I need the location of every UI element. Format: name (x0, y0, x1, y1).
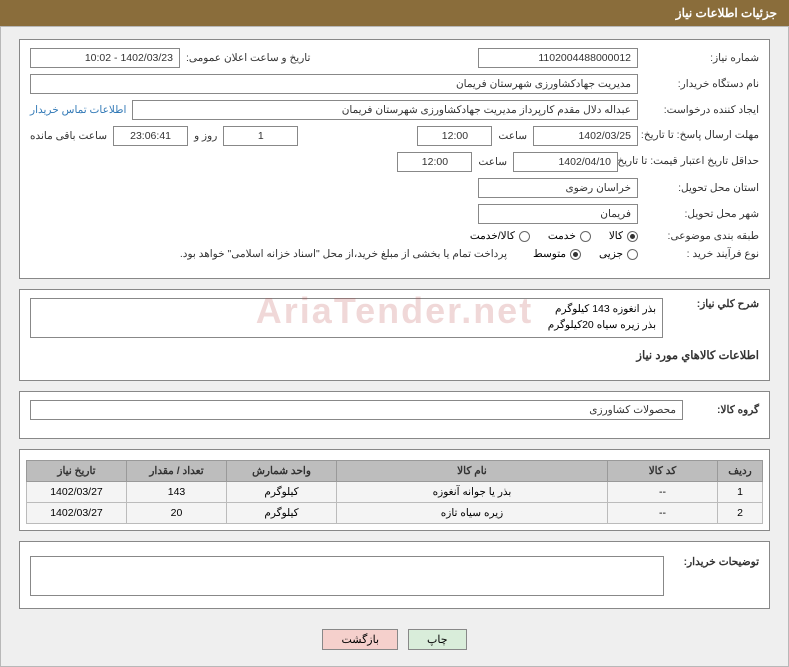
deadline-label: مهلت ارسال پاسخ: تا تاریخ: (644, 129, 759, 143)
main-form: شماره نیاز: 1102004488000012 تاریخ و ساع… (19, 39, 770, 279)
need-desc-line2: بذر زیره سیاه 20کیلوگرم (37, 318, 656, 334)
deadline-date: 1402/03/25 (533, 126, 638, 146)
th-qty: تعداد / مقدار (127, 460, 227, 481)
goods-group-section: گروه کالا: محصولات کشاورزی (19, 391, 770, 439)
print-button[interactable]: چاپ (408, 629, 467, 650)
category-option-1[interactable]: خدمت (548, 230, 591, 242)
city-label: شهر محل تحویل: (644, 208, 759, 220)
buyer-org-value: مدیریت جهادکشاورزی شهرستان فریمان (30, 74, 638, 94)
button-row: چاپ بازگشت (19, 619, 770, 654)
deadline-remaining-label: ساعت باقی مانده (30, 130, 107, 142)
need-desc-section: شرح کلي نیاز: بذر انغوزه 143 کیلوگرم بذر… (19, 289, 770, 381)
validity-date: 1402/04/10 (513, 152, 618, 172)
process-type-label: نوع فرآیند خرید : (644, 248, 759, 260)
cell: بذر یا جوانه آنغوزه (337, 481, 608, 502)
buyer-org-label: نام دستگاه خریدار: (644, 78, 759, 90)
deadline-time-label: ساعت (498, 130, 527, 142)
category-option-2-label: کالا/خدمت (470, 230, 515, 242)
goods-table-section: ردیف کد کالا نام کالا واحد شمارش تعداد /… (19, 449, 770, 531)
requester-label: ایجاد کننده درخواست: (644, 104, 759, 116)
table-header-row: ردیف کد کالا نام کالا واحد شمارش تعداد /… (27, 460, 763, 481)
deadline-days-label: روز و (194, 130, 217, 142)
province-label: استان محل تحویل: (644, 182, 759, 194)
cell: 20 (127, 502, 227, 523)
back-button[interactable]: بازگشت (322, 629, 398, 650)
th-name: نام کالا (337, 460, 608, 481)
goods-info-title: اطلاعات کالاهاي مورد نیاز (30, 348, 759, 362)
validity-label: حداقل تاریخ اعتبار قیمت: تا تاریخ: (624, 155, 759, 169)
th-code: کد کالا (608, 460, 718, 481)
buyer-notes-section: توضیحات خریدار: (19, 541, 770, 609)
cell: -- (608, 481, 718, 502)
category-label: طبقه بندی موضوعی: (644, 230, 759, 242)
validity-time: 12:00 (397, 152, 472, 172)
need-desc-value: بذر انغوزه 143 کیلوگرم بذر زیره سیاه 20ک… (30, 298, 663, 338)
category-option-1-label: خدمت (548, 230, 576, 242)
process-option-1-label: متوسط (533, 248, 566, 260)
radio-icon (519, 231, 530, 242)
category-option-0[interactable]: کالا (609, 230, 638, 242)
th-date: تاریخ نیاز (27, 460, 127, 481)
validity-time-label: ساعت (478, 156, 507, 168)
radio-icon (570, 249, 581, 260)
process-note: پرداخت تمام یا بخشی از مبلغ خرید،از محل … (180, 248, 507, 260)
radio-icon (580, 231, 591, 242)
cell: -- (608, 502, 718, 523)
need-number-label: شماره نیاز: (644, 52, 759, 64)
goods-group-label: گروه کالا: (689, 404, 759, 416)
need-desc-label: شرح کلي نیاز: (669, 298, 759, 310)
cell: 2 (718, 502, 763, 523)
goods-group-value: محصولات کشاورزی (30, 400, 683, 420)
category-option-0-label: کالا (609, 230, 623, 242)
th-row: ردیف (718, 460, 763, 481)
process-type-radio-group: جزیی متوسط (533, 248, 638, 260)
radio-icon (627, 231, 638, 242)
requester-value: عبداله دلال مقدم کارپرداز مدیریت جهادکشا… (132, 100, 638, 120)
need-desc-line1: بذر انغوزه 143 کیلوگرم (37, 302, 656, 318)
goods-table: ردیف کد کالا نام کالا واحد شمارش تعداد /… (26, 460, 763, 524)
cell: زیره سیاه تازه (337, 502, 608, 523)
process-option-0[interactable]: جزیی (599, 248, 638, 260)
need-number-value: 1102004488000012 (478, 48, 638, 68)
content-area: شماره نیاز: 1102004488000012 تاریخ و ساع… (0, 26, 789, 667)
deadline-time: 12:00 (417, 126, 492, 146)
process-option-0-label: جزیی (599, 248, 623, 260)
page-title: جزئیات اطلاعات نیاز (676, 6, 777, 20)
cell: 143 (127, 481, 227, 502)
cell: 1402/03/27 (27, 481, 127, 502)
province-value: خراسان رضوی (478, 178, 638, 198)
table-row: 1 -- بذر یا جوانه آنغوزه کیلوگرم 143 140… (27, 481, 763, 502)
cell: 1 (718, 481, 763, 502)
category-radio-group: کالا خدمت کالا/خدمت (470, 230, 638, 242)
announce-date-value: 1402/03/23 - 10:02 (30, 48, 180, 68)
cell: کیلوگرم (227, 502, 337, 523)
radio-icon (627, 249, 638, 260)
page-header: جزئیات اطلاعات نیاز (0, 0, 789, 26)
contact-link[interactable]: اطلاعات تماس خریدار (30, 104, 126, 116)
table-row: 2 -- زیره سیاه تازه کیلوگرم 20 1402/03/2… (27, 502, 763, 523)
th-unit: واحد شمارش (227, 460, 337, 481)
deadline-countdown: 23:06:41 (113, 126, 188, 146)
deadline-days: 1 (223, 126, 298, 146)
process-option-1[interactable]: متوسط (533, 248, 581, 260)
buyer-notes-label: توضیحات خریدار: (672, 556, 759, 568)
announce-date-label: تاریخ و ساعت اعلان عمومی: (186, 52, 310, 64)
category-option-2[interactable]: کالا/خدمت (470, 230, 530, 242)
cell: 1402/03/27 (27, 502, 127, 523)
buyer-notes-box (30, 556, 664, 596)
cell: کیلوگرم (227, 481, 337, 502)
city-value: فریمان (478, 204, 638, 224)
